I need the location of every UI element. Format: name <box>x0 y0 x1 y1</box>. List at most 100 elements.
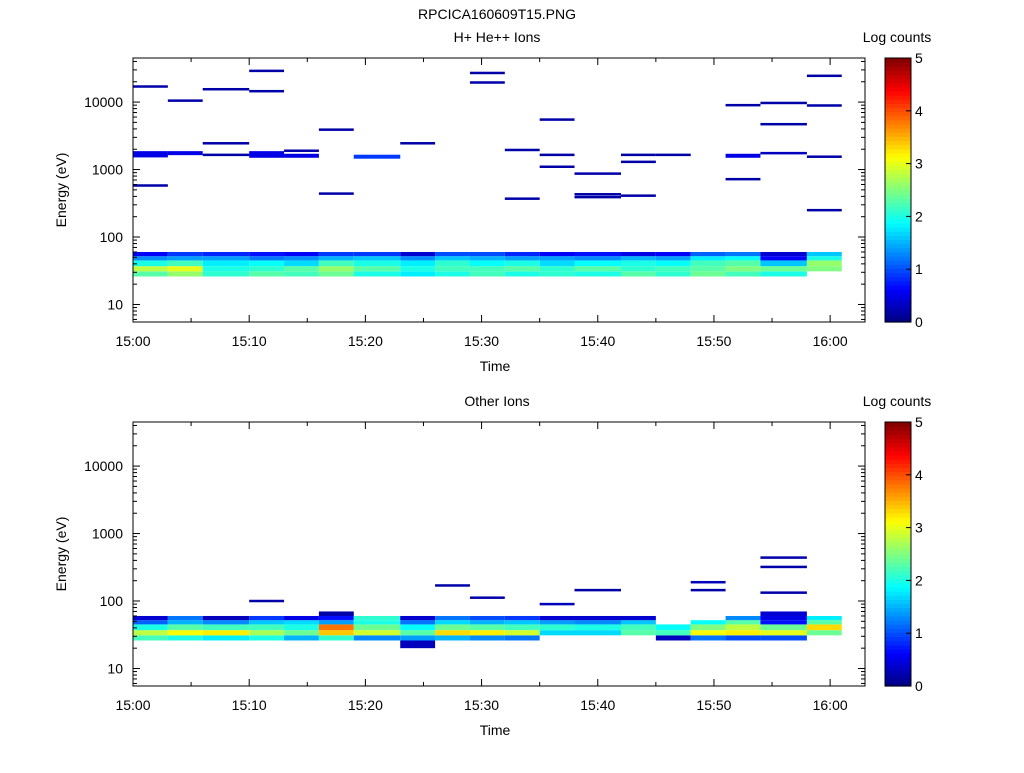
heatmap-cell <box>806 620 842 625</box>
plot-frame <box>132 57 866 323</box>
x-tick-label: 15:20 <box>348 333 383 349</box>
heatmap-cell <box>469 271 505 277</box>
heatmap-segment <box>249 153 285 158</box>
heatmap-cell <box>167 624 203 631</box>
heatmap-cell <box>760 256 807 261</box>
heatmap-cell <box>760 271 807 277</box>
heatmap-cell <box>284 635 319 641</box>
heatmap-cell <box>504 630 540 636</box>
heatmap-segment <box>133 151 168 156</box>
heatmap-cell <box>202 615 250 621</box>
heatmap-segment <box>249 69 285 73</box>
colorbar-swatch <box>885 657 911 662</box>
colorbar-swatch <box>885 284 911 290</box>
heatmap-segment <box>133 184 168 187</box>
heatmap-cell <box>400 251 436 257</box>
heatmap-cell <box>621 624 656 631</box>
heatmap-cell <box>725 615 761 621</box>
heatmap-cell <box>725 620 761 625</box>
heatmap-cell <box>621 251 656 257</box>
heatmap-cell <box>202 256 250 261</box>
heatmap-segment <box>806 74 842 78</box>
colorbar-swatch <box>885 115 911 121</box>
heatmap-cell <box>469 260 505 267</box>
heatmap-cell <box>725 260 761 267</box>
colorbar-swatch <box>885 504 911 510</box>
heatmap-segment <box>284 153 319 158</box>
colorbar-swatch <box>885 111 911 117</box>
heatmap-segment <box>202 142 250 145</box>
panel-2-ylabel: Energy (eV) <box>53 517 69 592</box>
colorbar-swatch <box>885 640 911 646</box>
heatmap-cell <box>249 251 285 257</box>
heatmap-cell <box>167 260 203 267</box>
heatmap-cell <box>574 615 621 621</box>
colorbar-swatch <box>885 144 911 150</box>
colorbar-swatch <box>885 119 911 125</box>
heatmap-cell <box>760 251 807 257</box>
heatmap-cell <box>469 256 505 261</box>
heatmap-cell <box>400 620 436 625</box>
colorbar-swatch <box>885 644 911 650</box>
heatmap-cell <box>469 266 505 272</box>
heatmap-cell <box>621 271 656 277</box>
heatmap-cell <box>133 251 168 257</box>
colorbar-swatch <box>885 554 911 559</box>
colorbar-swatch <box>885 566 911 572</box>
colorbar-swatch <box>885 82 911 88</box>
heatmap-cell <box>469 615 505 621</box>
heatmap-cell <box>806 256 842 261</box>
heatmap-segment <box>806 155 842 158</box>
colorbar-tick-label: 4 <box>915 467 923 483</box>
colorbar-swatch <box>885 508 911 514</box>
heatmap-cell <box>400 630 436 636</box>
y-tick-label: 1000 <box>92 526 123 542</box>
heatmap-cell <box>504 271 540 277</box>
x-tick-label: 15:00 <box>115 333 150 349</box>
heatmap-cell <box>167 630 203 636</box>
colorbar-swatch <box>885 529 911 534</box>
heatmap-segment <box>621 153 656 157</box>
heatmap-cell <box>504 624 540 631</box>
heatmap-cell <box>504 251 540 257</box>
heatmap-segment <box>318 192 354 195</box>
colorbar: 0 1 2 3 4 5 <box>884 414 923 694</box>
colorbar-swatch <box>885 434 911 440</box>
colorbar-swatch <box>885 223 911 228</box>
y-tick-label: 10 <box>107 296 123 312</box>
colorbar-swatch <box>885 624 911 629</box>
colorbar-swatch <box>885 169 911 175</box>
heatmap-cell <box>167 635 203 641</box>
heatmap-cell <box>167 256 203 261</box>
colorbar-swatch <box>885 648 911 654</box>
colorbar-swatch <box>885 533 911 539</box>
heatmap-cell <box>725 635 761 641</box>
colorbar-swatch <box>885 177 911 183</box>
colorbar-swatch <box>885 578 911 584</box>
colorbar-swatch <box>885 103 911 109</box>
colorbar-swatch <box>885 615 911 621</box>
colorbar-swatch <box>885 681 911 687</box>
colorbar-swatch <box>885 475 911 481</box>
colorbar-swatch <box>885 272 911 278</box>
heatmap-cell <box>469 635 505 641</box>
heatmap-cell <box>318 635 354 641</box>
heatmap-cell <box>621 630 656 636</box>
heatmap-segment <box>202 153 250 157</box>
heatmap-segment <box>133 153 168 158</box>
colorbar-swatch <box>885 95 911 100</box>
heatmap-cell <box>249 260 285 267</box>
heatmap-segment <box>690 580 726 584</box>
x-tick-label: 15:00 <box>115 697 150 713</box>
heatmap-cell <box>806 615 842 621</box>
heatmap-cell <box>353 266 401 272</box>
colorbar-swatch <box>885 305 911 311</box>
heatmap-cell <box>690 256 726 261</box>
colorbar-swatch <box>885 173 911 179</box>
y-tick-label: 10 <box>107 660 123 676</box>
x-tick-label: 15:30 <box>464 333 499 349</box>
heatmap-cell <box>353 624 401 631</box>
colorbar-frame <box>884 57 912 323</box>
heatmap-cell <box>806 251 842 257</box>
